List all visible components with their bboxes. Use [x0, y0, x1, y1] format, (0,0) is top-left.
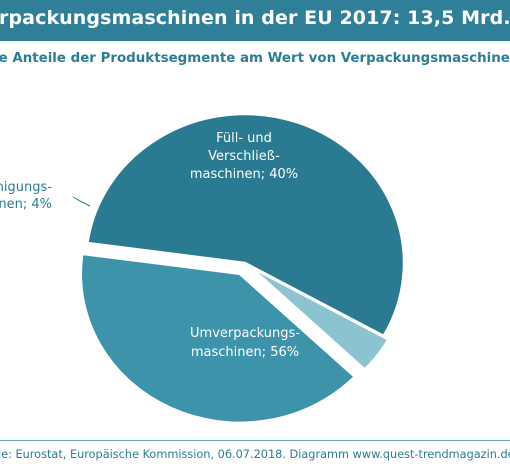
title-bar: erpackungsmaschinen in der EU 2017: 13,5… — [0, 0, 510, 41]
slice-label-line: Verschließ- — [208, 149, 280, 164]
label-leader-line — [72, 196, 91, 207]
chart-subtitle: le Anteile der Produktsegmente am Wert v… — [0, 51, 510, 66]
footer-divider — [0, 440, 510, 441]
source-note: le: Eurostat, Europäische Kommission, 06… — [0, 448, 510, 461]
pie-slice-1 — [86, 112, 406, 338]
slice-label-line: maschinen; 40% — [190, 167, 298, 182]
chart-title: erpackungsmaschinen in der EU 2017: 13,5… — [0, 7, 510, 29]
slice-label-line: chinen; 4% — [0, 197, 52, 212]
pie-chart: Umverpackungs-maschinen; 56% inigungs-chi… — [0, 112, 406, 424]
slice-label-1: Umverpackungs-maschinen; 56% — [190, 326, 300, 360]
pie-slice-2 — [248, 265, 390, 371]
slice-label-2: inigungs-chinen; 4% — [0, 180, 52, 212]
slice-label-line: maschinen; 56% — [191, 345, 299, 360]
slice-label-line: Füll- und — [216, 131, 272, 146]
pie-slice-3 — [79, 252, 356, 424]
slice-label-3: Füll- und Verschließ-maschinen; 40% — [190, 131, 298, 182]
slice-label-line: inigungs- — [0, 180, 52, 195]
slice-label-line: Umverpackungs- — [190, 326, 300, 341]
